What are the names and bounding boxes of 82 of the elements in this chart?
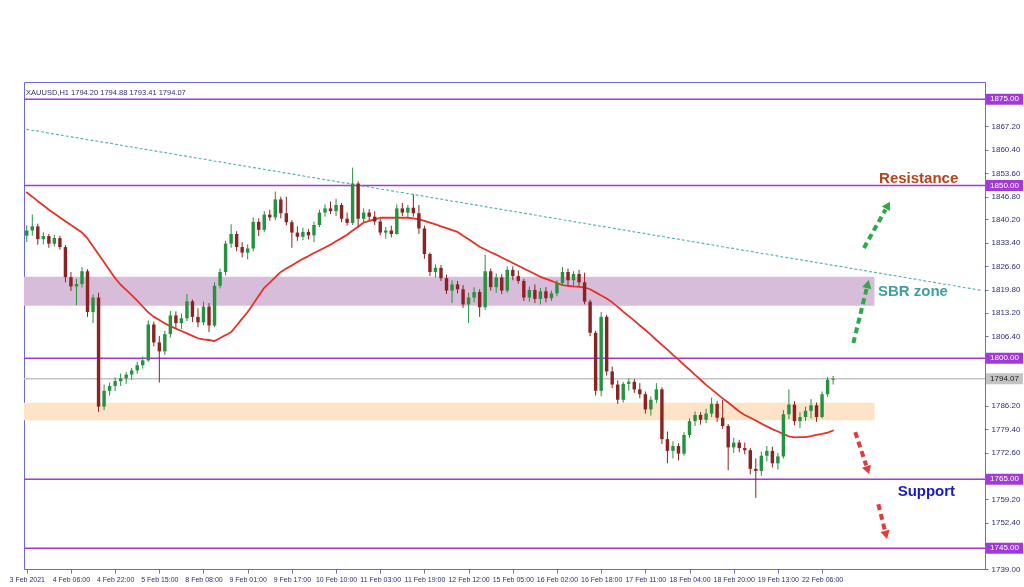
- candlestick: [472, 286, 476, 303]
- candlestick: [290, 219, 294, 249]
- candlestick: [522, 278, 526, 302]
- line-series: [25, 191, 835, 439]
- candlestick: [323, 203, 327, 218]
- candlestick: [207, 302, 211, 333]
- y-tick-label: 1806.40: [991, 331, 1021, 341]
- candlestick: [444, 274, 449, 295]
- candlestick: [494, 272, 498, 294]
- candlestick: [566, 268, 570, 287]
- y-tick-label: 1826.60: [991, 261, 1021, 271]
- y-tick-label: 1833.40: [991, 238, 1021, 248]
- candlestick: [798, 411, 802, 429]
- candlestick: [417, 204, 421, 235]
- ref-line-label: 1745.00: [990, 543, 1020, 553]
- annotation: Support: [897, 482, 956, 500]
- candlestick: [312, 221, 316, 243]
- candlestick: [671, 440, 675, 459]
- candlestick: [654, 382, 659, 404]
- candlestick: [163, 330, 167, 356]
- candlestick: [113, 376, 117, 392]
- annotation: Resistance: [879, 168, 959, 186]
- y-tick-label: 1840.20: [991, 214, 1021, 224]
- candlestick: [577, 269, 581, 287]
- candlestick: [461, 284, 465, 309]
- candlestick: [185, 293, 189, 322]
- ref-line-label: 1800.00: [990, 353, 1020, 363]
- candlestick: [80, 266, 84, 289]
- candlestick: [693, 411, 697, 427]
- y-tick-label: 1786.20: [991, 401, 1021, 411]
- candlestick: [814, 402, 819, 423]
- candlestick: [820, 390, 824, 419]
- candlestick: [533, 283, 537, 304]
- y-tick-label: 1772.60: [991, 448, 1021, 458]
- y-tick-label: 1853.60: [991, 168, 1021, 178]
- candlestick: [69, 271, 73, 292]
- candlestick: [649, 395, 653, 417]
- candlestick: [704, 408, 708, 424]
- candlestick: [726, 423, 730, 471]
- candlestick: [196, 307, 200, 328]
- candlestick: [174, 310, 178, 329]
- y-tick-label: 1846.80: [991, 192, 1021, 202]
- y-tick-label: 1819.80: [991, 285, 1021, 295]
- candlestick: [334, 198, 338, 217]
- candlestick: [582, 272, 587, 305]
- candlestick: [787, 388, 791, 420]
- candlestick: [30, 214, 34, 237]
- candlestick: [450, 279, 454, 304]
- ref-line-label: 1850.00: [990, 180, 1020, 190]
- candlestick: [279, 196, 283, 219]
- candlestick: [345, 212, 349, 227]
- candlestick: [809, 398, 813, 419]
- candlestick: [428, 252, 432, 277]
- y-tick-label: 1779.40: [991, 424, 1021, 434]
- band-label: SBR zone: [877, 282, 948, 300]
- candlestick: [665, 431, 670, 464]
- y-tick-label: 1759.20: [991, 494, 1021, 504]
- candlestick: [715, 400, 719, 423]
- y-tick-label: 1739.00: [991, 564, 1021, 574]
- candlestick: [776, 452, 780, 471]
- ref-line-label: 1875.00: [990, 94, 1020, 104]
- candlestick: [301, 227, 305, 241]
- ref-line-label: 1765.00: [990, 474, 1020, 484]
- candlestick: [91, 293, 95, 324]
- candlestick: [500, 273, 504, 295]
- candlestick: [610, 366, 614, 389]
- candlestick: [754, 457, 758, 499]
- candlestick: [190, 299, 195, 323]
- candlestick: [229, 223, 233, 249]
- candlestick: [682, 431, 686, 457]
- y-tick-label: 1813.20: [991, 308, 1021, 318]
- candlestick: [102, 384, 106, 411]
- candlestick: [544, 286, 548, 303]
- candlestick: [831, 375, 835, 386]
- ref-line-label: 1794.07: [990, 373, 1020, 383]
- y-tick-label: 1860.40: [991, 145, 1021, 155]
- candlestick: [152, 321, 156, 347]
- y-tick-label: 1867.20: [991, 121, 1021, 131]
- candlestick: [36, 223, 40, 246]
- candlestick: [709, 397, 714, 418]
- y-tick-label: 1752.40: [991, 518, 1021, 528]
- candlestick: [218, 268, 222, 290]
